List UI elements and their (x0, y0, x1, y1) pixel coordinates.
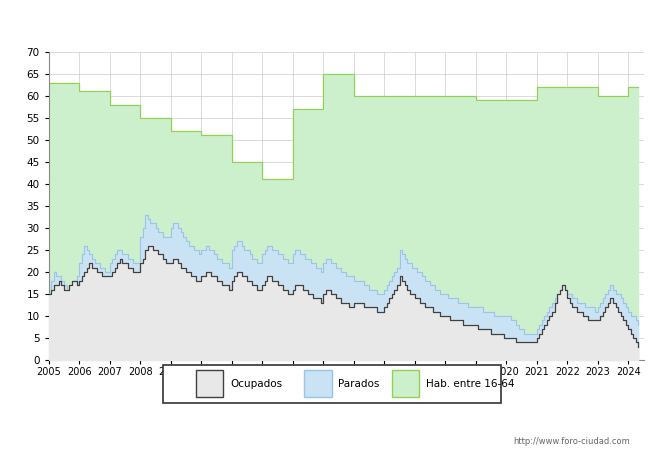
Bar (393, 370, 419, 397)
Text: Ocupados: Ocupados (230, 378, 282, 389)
Text: Hab. entre 16-64: Hab. entre 16-64 (426, 378, 515, 389)
Text: Herramélluri - Evolucion de la poblacion en edad de Trabajar Mayo de 2024: Herramélluri - Evolucion de la poblacion… (88, 17, 562, 30)
Bar (196, 370, 224, 397)
Text: Parados: Parados (338, 378, 380, 389)
Bar (304, 370, 332, 397)
Text: http://www.foro-ciudad.com: http://www.foro-ciudad.com (514, 436, 630, 446)
FancyBboxPatch shape (162, 364, 500, 403)
